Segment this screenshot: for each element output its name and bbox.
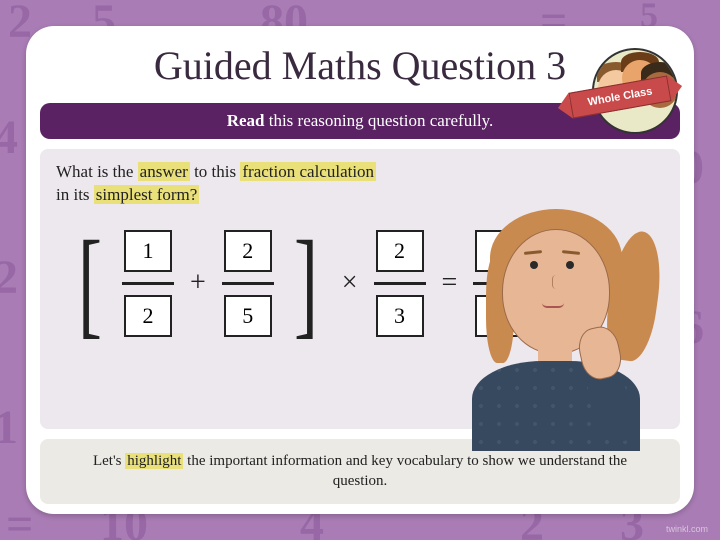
frac2-numerator: 2 bbox=[224, 230, 272, 272]
highlight-word: highlight bbox=[125, 453, 183, 469]
banner-bold: Read bbox=[227, 111, 265, 130]
fraction-2: 2 5 bbox=[222, 230, 274, 337]
slide-card: Guided Maths Question 3 Whole Class Read… bbox=[26, 26, 694, 514]
frac2-denominator: 5 bbox=[224, 295, 272, 337]
frac3-denominator: 3 bbox=[376, 295, 424, 337]
watermark: twinkl.com bbox=[666, 524, 708, 534]
frac1-denominator: 2 bbox=[124, 295, 172, 337]
highlight-answer: answer bbox=[138, 162, 190, 181]
question-area: What is the answer to this fraction calc… bbox=[40, 149, 680, 429]
whole-class-badge: Whole Class bbox=[574, 50, 684, 130]
left-bracket-icon: [ bbox=[78, 229, 102, 337]
banner-rest: this reasoning question carefully. bbox=[264, 111, 493, 130]
fraction-1: 1 2 bbox=[122, 230, 174, 337]
right-bracket-icon: ] bbox=[294, 229, 318, 337]
frac3-numerator: 2 bbox=[376, 230, 424, 272]
frac1-numerator: 1 bbox=[124, 230, 172, 272]
highlight-simplest-form: simplest form? bbox=[94, 185, 200, 204]
multiply-operator: × bbox=[338, 267, 362, 299]
highlight-fraction-calculation: fraction calculation bbox=[240, 162, 376, 181]
fraction-3: 2 3 bbox=[374, 230, 426, 337]
thinking-girl-illustration bbox=[444, 195, 674, 435]
plus-operator: + bbox=[186, 267, 210, 299]
